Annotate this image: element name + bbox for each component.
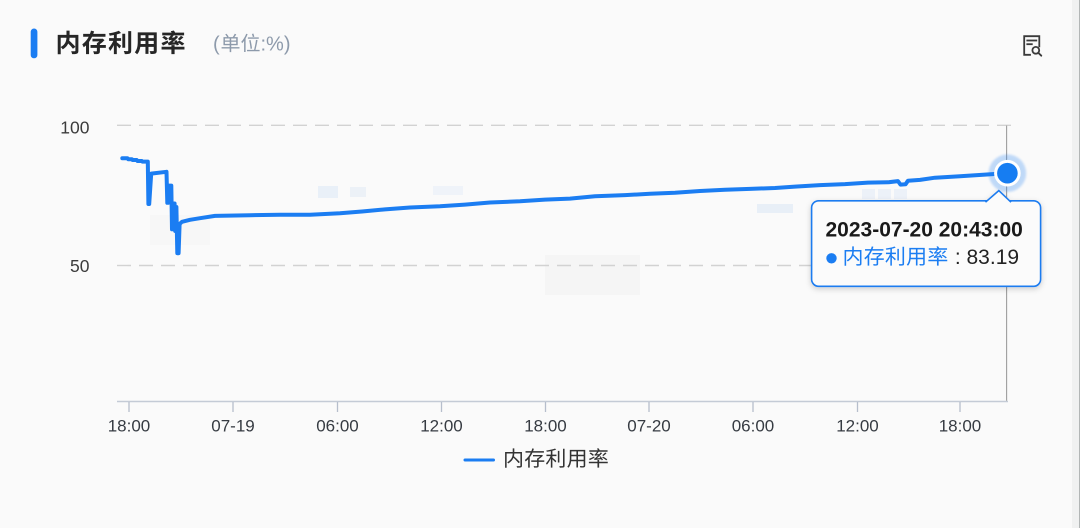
svg-text:12:00: 12:00: [420, 417, 463, 436]
svg-text:07-19: 07-19: [211, 417, 254, 436]
svg-text:(: (: [213, 34, 220, 56]
svg-text:: 83.19: : 83.19: [949, 246, 1019, 269]
svg-text:50: 50: [70, 256, 90, 276]
svg-text:18:00: 18:00: [939, 417, 982, 436]
svg-text:2023-07-20 20:43:00: 2023-07-20 20:43:00: [826, 219, 1023, 242]
svg-text:07-20: 07-20: [627, 417, 670, 436]
svg-text:12:00: 12:00: [836, 417, 879, 436]
svg-text::%): :%): [261, 34, 291, 56]
svg-text:18:00: 18:00: [108, 417, 151, 436]
svg-text:06:00: 06:00: [316, 417, 359, 436]
svg-text:18:00: 18:00: [524, 417, 567, 436]
svg-text:100: 100: [60, 118, 89, 138]
svg-text:06:00: 06:00: [732, 417, 775, 436]
